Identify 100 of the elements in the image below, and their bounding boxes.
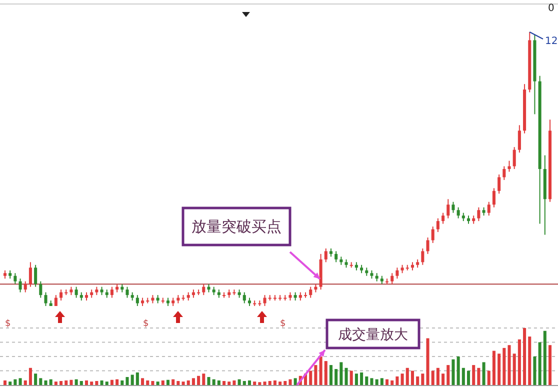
- annotation: $: [143, 319, 149, 329]
- bar: [442, 374, 445, 385]
- bar: [487, 370, 490, 385]
- bar: [375, 379, 378, 385]
- bar: [248, 380, 251, 385]
- bar: [426, 338, 430, 385]
- bar: [462, 368, 465, 385]
- bar: [518, 339, 521, 385]
- bar: [74, 379, 78, 385]
- bar: [151, 381, 154, 385]
- bar: [431, 370, 434, 385]
- bar: [217, 380, 220, 385]
- bar: [294, 378, 297, 385]
- bar: [80, 381, 83, 385]
- bar: [273, 380, 276, 385]
- bar: [156, 382, 160, 385]
- bar: [84, 380, 88, 385]
- bar: [466, 370, 470, 385]
- bar: [278, 382, 282, 385]
- bar: [370, 378, 374, 385]
- bar: [253, 382, 256, 385]
- bar: [95, 381, 98, 385]
- bar: [34, 374, 38, 385]
- bar: [60, 381, 63, 385]
- bar: [228, 382, 231, 385]
- bar: [268, 381, 272, 385]
- bar: [54, 382, 58, 385]
- bar: [390, 380, 394, 385]
- bar: [472, 365, 476, 385]
- bar: [360, 372, 364, 385]
- bar: [452, 359, 455, 385]
- bar: [400, 374, 404, 385]
- bar: [492, 350, 496, 385]
- bar: [172, 379, 175, 385]
- bar: [350, 370, 353, 385]
- bar: [416, 376, 420, 385]
- bar: [212, 379, 216, 385]
- bar: [354, 374, 358, 385]
- bar: [528, 336, 532, 385]
- bar: [238, 379, 241, 385]
- bar: [543, 330, 546, 385]
- bar: [182, 382, 185, 385]
- bar: [284, 381, 287, 385]
- bar: [324, 361, 328, 385]
- bar: [136, 372, 139, 385]
- bar: [130, 374, 134, 385]
- annotation: $: [280, 319, 286, 329]
- bar: [100, 380, 104, 385]
- bar: [105, 382, 108, 385]
- bar: [90, 382, 94, 385]
- bar: [548, 345, 552, 385]
- bar: [533, 356, 536, 385]
- bar: [176, 381, 180, 385]
- bar: [258, 382, 262, 385]
- bar: [146, 380, 150, 385]
- bar: [44, 380, 48, 385]
- bar: [24, 380, 27, 385]
- bar: [39, 378, 42, 385]
- bar: [340, 362, 343, 385]
- bar: [232, 380, 236, 385]
- bar: [70, 380, 73, 385]
- bar: [263, 382, 266, 385]
- bar: [116, 379, 119, 385]
- bar: [197, 376, 200, 385]
- bar: [222, 381, 226, 385]
- bar: [508, 345, 511, 385]
- bar: [482, 362, 486, 385]
- bar: [161, 380, 164, 385]
- bar: [477, 368, 480, 385]
- bar: [14, 379, 17, 385]
- bar: [120, 380, 124, 385]
- bar: [380, 378, 384, 385]
- bar: [3, 380, 7, 385]
- bar: [141, 378, 144, 385]
- bar: [512, 354, 516, 385]
- bar: [502, 348, 506, 385]
- bar: [406, 368, 409, 385]
- bar: [110, 380, 114, 385]
- bar: [523, 328, 526, 385]
- bar: [334, 369, 338, 385]
- bar: [314, 365, 318, 385]
- bar: [186, 380, 190, 385]
- annotation: $: [5, 319, 11, 329]
- bar: [329, 365, 332, 385]
- bar: [242, 381, 246, 385]
- bar: [365, 376, 368, 385]
- bar: [49, 379, 52, 385]
- bar: [192, 378, 195, 385]
- bar: [396, 376, 399, 385]
- bar: [64, 380, 68, 385]
- bar: [436, 368, 440, 385]
- bar: [456, 356, 460, 385]
- bar: [166, 380, 170, 385]
- annotation: 成交量放大: [338, 327, 408, 343]
- bar: [202, 374, 206, 385]
- bar: [344, 368, 348, 385]
- bar: [288, 379, 292, 385]
- bar: [446, 365, 450, 385]
- annotation: 放量突破买点: [192, 218, 282, 236]
- bar: [207, 377, 210, 385]
